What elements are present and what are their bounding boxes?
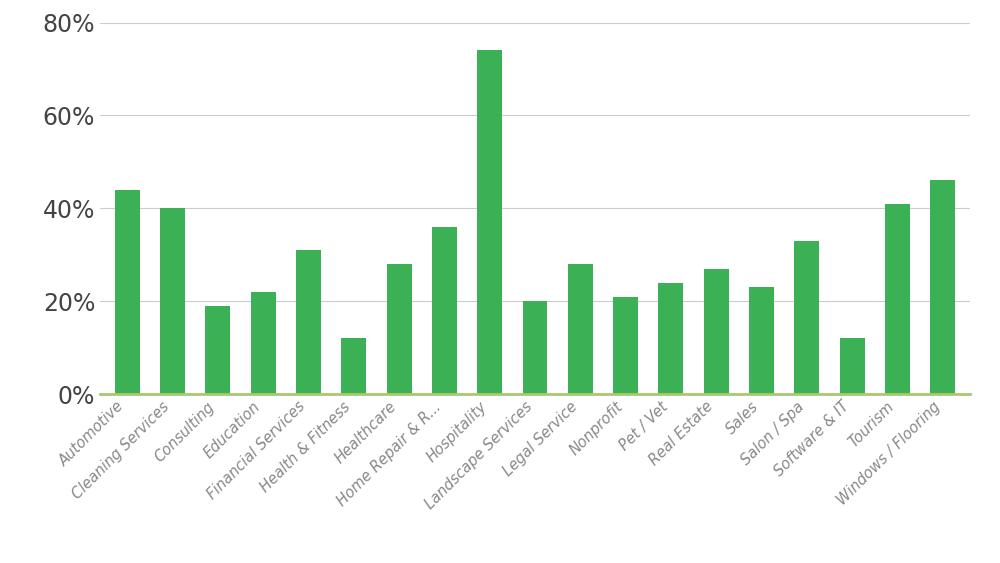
Bar [613, 297, 638, 394]
Bar [930, 180, 955, 394]
Bar [523, 301, 547, 394]
Bar [794, 241, 819, 394]
Bar [885, 204, 910, 394]
Bar [749, 287, 774, 394]
Bar [387, 264, 412, 394]
Bar [341, 338, 366, 394]
Bar [432, 227, 457, 394]
Bar [840, 338, 865, 394]
Bar [251, 292, 276, 394]
Bar [296, 250, 321, 394]
Bar [477, 51, 502, 394]
Bar [205, 306, 230, 394]
Bar [704, 269, 729, 394]
Bar [115, 190, 140, 394]
Bar [568, 264, 593, 394]
Bar [658, 283, 683, 394]
Bar [160, 208, 185, 394]
